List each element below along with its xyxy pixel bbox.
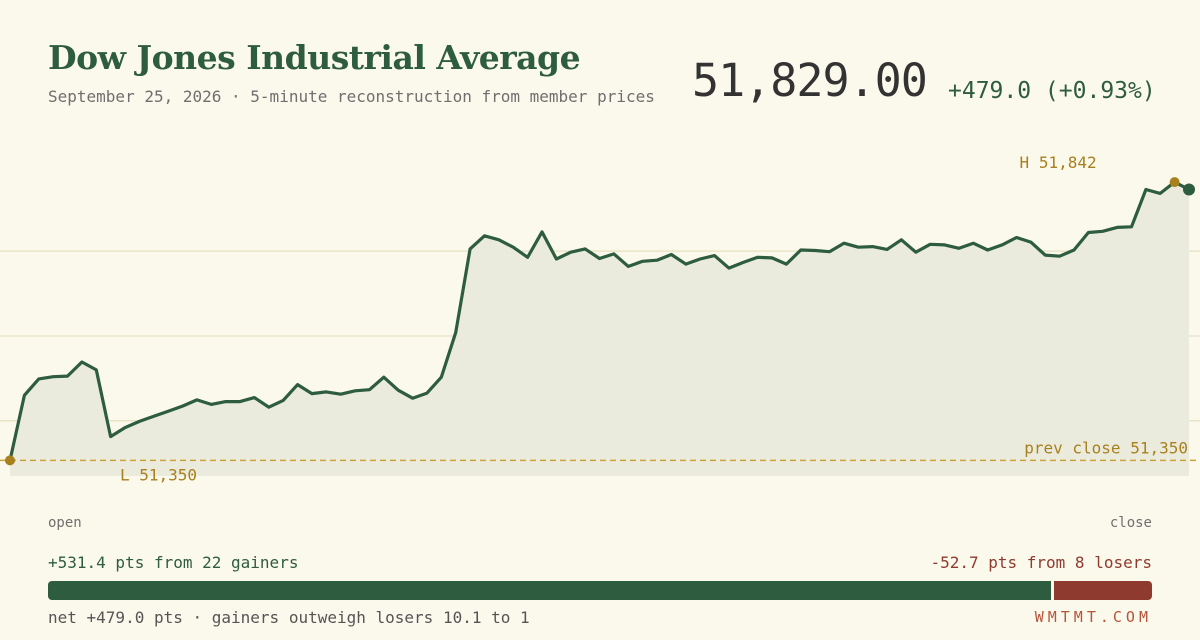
- price-chart: H 51,842 L 51,350 prev close 51,350: [0, 153, 1200, 484]
- low-label: L 51,350: [120, 465, 197, 484]
- gainers-bar-segment: [48, 581, 1051, 600]
- net-summary: net +479.0 pts · gainers outweigh losers…: [48, 608, 530, 627]
- page-subtitle: September 25, 2026 · 5-minute reconstruc…: [48, 87, 655, 106]
- open-marker: [5, 455, 15, 466]
- losers-summary: -52.7 pts from 8 losers: [930, 553, 1152, 572]
- prev-close-label: prev close 51,350: [1024, 438, 1188, 457]
- area-fill: [10, 182, 1189, 476]
- breadth-bar: [48, 581, 1152, 600]
- high-label: H 51,842: [1020, 153, 1097, 172]
- bar-separator: [1050, 581, 1054, 600]
- x-axis-end-label: close: [1109, 515, 1152, 531]
- gainers-summary: +531.4 pts from 22 gainers: [48, 553, 299, 572]
- last-marker: [1183, 183, 1195, 196]
- last-price: 51,829.00: [692, 54, 928, 107]
- brand-label: WMTMT.COM: [1034, 608, 1152, 626]
- high-marker: [1169, 177, 1180, 188]
- page-title: Dow Jones Industrial Average: [48, 38, 581, 77]
- price-line: [8, 180, 1191, 462]
- losers-bar-segment: [1053, 581, 1152, 600]
- price-change: +479.0 (+0.93%): [948, 78, 1156, 104]
- x-axis-start-label: open: [48, 515, 82, 531]
